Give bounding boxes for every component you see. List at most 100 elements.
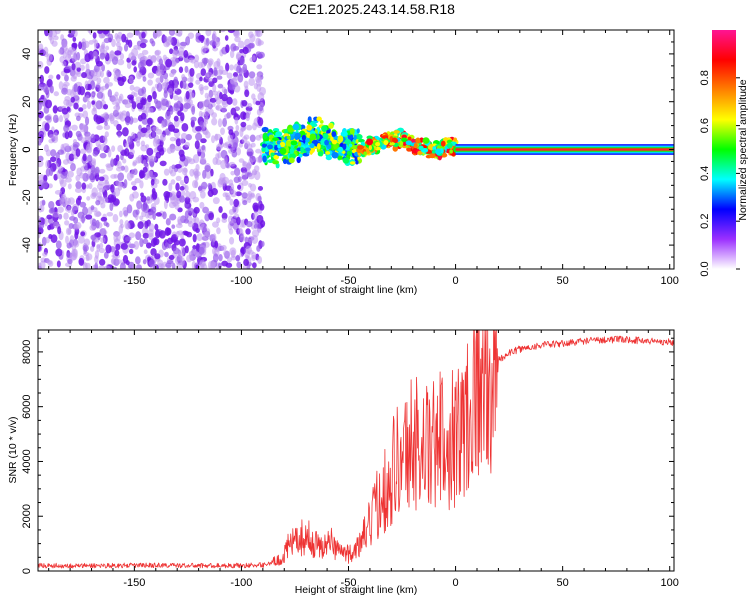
heatmap-cell: [79, 201, 87, 208]
heatmap-cell: [383, 140, 389, 146]
heatmap-cell: [255, 148, 262, 154]
heatmap-cell: [142, 166, 148, 173]
heatmap-cell: [195, 79, 201, 85]
heatmap-cell: [81, 71, 87, 79]
heatmap-cell: [156, 82, 163, 92]
heatmap-cell: [204, 230, 210, 238]
heatmap-cell: [169, 30, 174, 35]
heatmap-cell: [38, 111, 44, 119]
heatmap-cell: [246, 124, 253, 131]
heatmap-cell: [102, 30, 110, 35]
heatmap-cell: [110, 184, 115, 193]
heatmap-cell: [64, 131, 70, 140]
heatmap-cell: [224, 141, 232, 147]
heatmap-cell: [97, 180, 105, 186]
heatmap-cell: [225, 262, 233, 268]
heatmap-cell: [349, 128, 355, 135]
heatmap-cell: [84, 53, 91, 63]
heatmap-cell: [204, 213, 210, 222]
heatmap-cell: [156, 30, 163, 37]
heatmap-cell: [38, 223, 45, 229]
heatmap-cell: [222, 176, 230, 185]
heatmap-cell: [455, 148, 674, 151]
heatmap-cell: [79, 148, 87, 154]
heatmap-cell: [261, 241, 265, 247]
heatmap-cell: [42, 251, 48, 257]
heatmap-cell: [129, 148, 135, 155]
heatmap-cell: [212, 77, 218, 84]
heatmap-cell: [78, 235, 85, 244]
heatmap-cell: [209, 97, 217, 103]
heatmap-cell: [240, 166, 248, 174]
heatmap-cell: [355, 134, 363, 140]
y-tick-label: -40: [21, 237, 33, 253]
heatmap-cell: [168, 124, 176, 132]
heatmap-cell: [85, 214, 93, 220]
heatmap-cell: [79, 123, 86, 133]
heatmap-cell: [100, 85, 108, 91]
heatmap-cell: [187, 82, 194, 88]
heatmap-cell: [228, 208, 235, 215]
heatmap-cell: [96, 244, 101, 253]
colorbar-ticks: 0.0 0.2 0.4 0.6 0.8: [699, 70, 740, 277]
heatmap-cell: [67, 50, 72, 59]
heatmap-cell: [198, 34, 205, 42]
heatmap-cell: [132, 161, 137, 167]
heatmap-cell: [357, 144, 365, 150]
heatmap-cell: [79, 86, 86, 96]
heatmap-cell: [186, 77, 193, 83]
heatmap-cell: [140, 195, 147, 203]
heatmap-cell: [76, 71, 82, 78]
heatmap-cell: [288, 157, 295, 164]
heatmap-cell: [63, 68, 71, 74]
heatmap-cell: [149, 160, 155, 168]
heatmap-cell: [228, 228, 234, 235]
heatmap-cell: [81, 214, 85, 224]
heatmap-cell: [64, 220, 70, 226]
colorbar-strip: [712, 30, 736, 269]
heatmap-cell: [180, 41, 188, 47]
heatmap-cell: [216, 227, 221, 235]
heatmap-cell: [90, 70, 98, 77]
heatmap-cell: [70, 96, 76, 103]
heatmap-cell: [137, 221, 144, 229]
heatmap-cell: [119, 219, 124, 226]
snr-y-axis: 0 2000 4000 6000 8000: [21, 337, 674, 574]
heatmap-cell: [413, 142, 418, 149]
heatmap-cell: [59, 177, 64, 185]
heatmap-cell: [251, 93, 256, 100]
heatmap-cell: [106, 69, 111, 78]
heatmap-cell: [103, 103, 109, 110]
heatmap-cell: [73, 102, 79, 110]
heatmap-cell: [218, 254, 223, 262]
heatmap-cell: [111, 38, 116, 48]
heatmap-cell: [155, 100, 162, 109]
heatmap-cell: [282, 158, 288, 165]
heatmap-cell: [214, 39, 221, 48]
heatmap-cell: [212, 84, 217, 93]
heatmap-cell: [263, 132, 268, 139]
heatmap-cell: [137, 52, 145, 60]
heatmap-cell: [185, 191, 191, 199]
heatmap-cell: [446, 142, 453, 149]
heatmap-cell: [290, 140, 298, 146]
heatmap-cell: [107, 82, 113, 87]
heatmap-cell: [77, 195, 82, 201]
heatmap-cell: [112, 213, 119, 223]
heatmap-cell: [248, 71, 256, 79]
heatmap-cell: [48, 33, 53, 41]
heatmap-cell: [235, 147, 242, 156]
heatmap-cell: [136, 140, 141, 147]
heatmap-cell: [287, 127, 294, 133]
heatmap-cell: [242, 63, 248, 74]
heatmap-cell: [92, 32, 97, 39]
heatmap-cell: [192, 154, 200, 164]
heatmap-cell: [217, 83, 224, 89]
heatmap-cell: [145, 105, 151, 113]
heatmap-cell: [331, 139, 338, 145]
heatmap-cell: [119, 52, 125, 60]
heatmap-cell: [150, 54, 157, 62]
heatmap-cell: [78, 257, 85, 266]
heatmap-cell: [115, 258, 122, 265]
heatmap-cell: [236, 51, 242, 60]
